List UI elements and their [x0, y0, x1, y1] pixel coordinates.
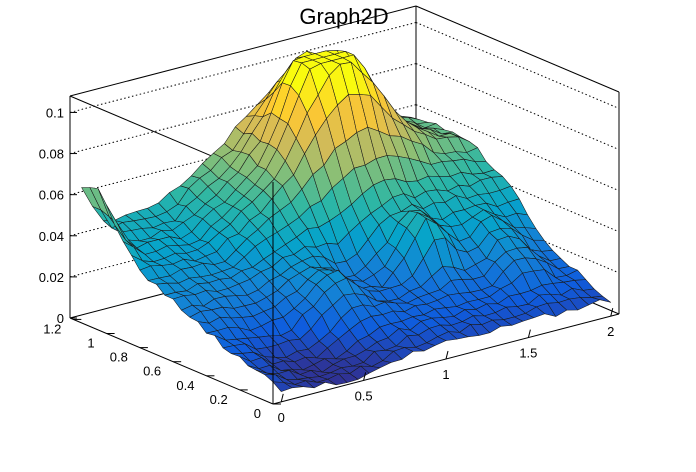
- x-tick-mark: [445, 350, 449, 360]
- y-tick-label: 1.2: [43, 321, 61, 336]
- x-tick-label: 2: [607, 324, 614, 339]
- y-tick-label: 0: [254, 406, 261, 421]
- x-tick-label: 0.5: [355, 388, 373, 403]
- x-tick-label: 1: [442, 367, 449, 382]
- x-tick-mark: [610, 308, 614, 317]
- y-tick-label: 0.6: [143, 364, 161, 379]
- grid-right-z-3: [415, 104, 620, 192]
- x-tick-mark: [527, 329, 531, 338]
- z-tick-label: 0.06: [39, 188, 64, 203]
- grid-right-z-4: [415, 63, 620, 151]
- y-tick-label: 0.8: [110, 350, 128, 365]
- z-tick-label: 0.02: [39, 270, 64, 285]
- x-tick-label: 0: [278, 410, 285, 425]
- grid-right-z-5: [415, 21, 620, 109]
- right-top-edge: [415, 5, 620, 93]
- axis-ticks: 0 0.02 0.04 0.06 0.08 0.1 0 0.5 1 1.5 2 0 0.2 0.4 0.6 0…: [39, 105, 615, 424]
- surface-plot: [81, 50, 612, 392]
- y-tick-label: 1: [87, 336, 94, 351]
- z-tick-label: 0.08: [39, 147, 64, 162]
- back-top-edge: [69, 5, 417, 97]
- z-tick-label: 0.04: [39, 229, 64, 244]
- z-tick-label: 0.1: [46, 105, 64, 120]
- z-tick-label: 0: [57, 311, 64, 326]
- x-tick-mark: [363, 372, 367, 381]
- y-tick-label: 0.2: [210, 392, 228, 407]
- surface-cell: [591, 295, 612, 303]
- x-tick-mark: [280, 393, 284, 402]
- x-tick-label: 1.5: [519, 346, 537, 361]
- left-floor-edge: [69, 317, 274, 405]
- y-tick-label: 0.4: [176, 378, 194, 393]
